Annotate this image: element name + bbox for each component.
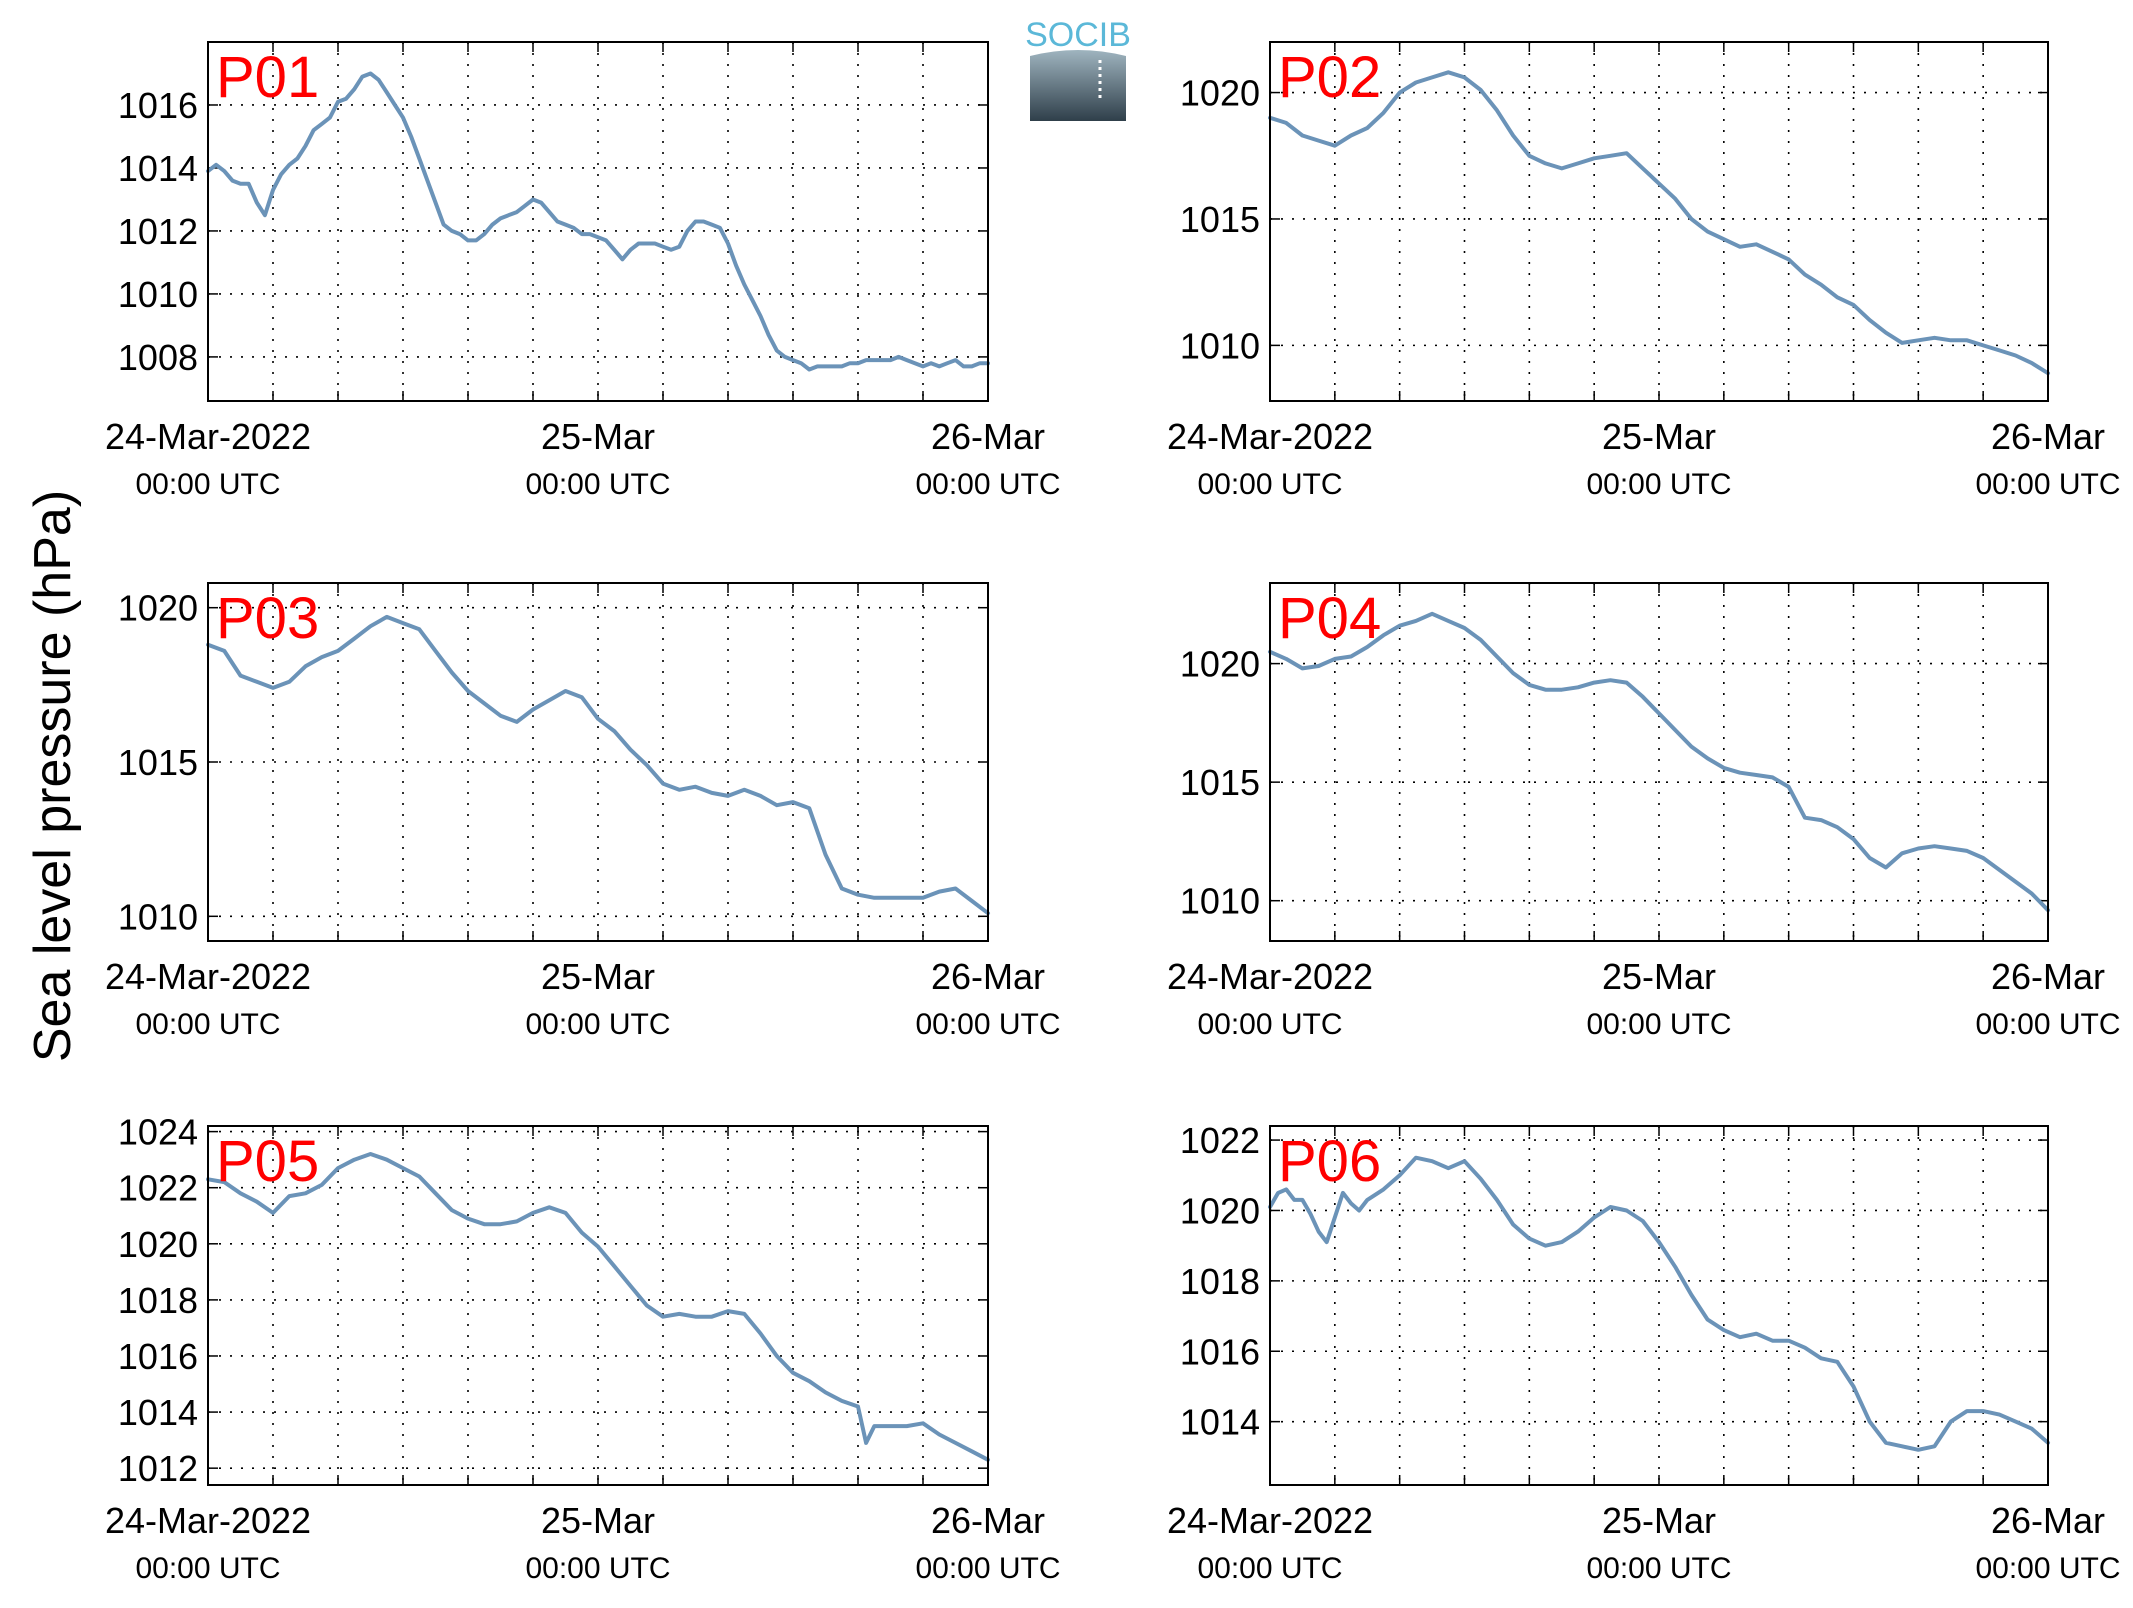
y-tick-label: 1015 [1180, 762, 1260, 803]
panel-p04: 1010 1015 1020 24-Mar-2022 00:00 UTC 25-Mar 00… [1167, 582, 2121, 1041]
series-line [206, 1152, 990, 1462]
x-tick-label: 24-Mar-2022 [1167, 956, 1373, 997]
socib-logo-text: SOCIB [1025, 16, 1131, 54]
y-tick-label: 1024 [118, 1112, 198, 1153]
x-tick-label: 24-Mar-2022 [1167, 1500, 1373, 1541]
series-line [1268, 70, 2050, 376]
axes-frame [207, 582, 989, 942]
y-tick-label: 1008 [118, 337, 198, 378]
x-tick-sublabel: 00:00 UTC [1586, 468, 1731, 501]
y-tick-label: 1018 [1180, 1261, 1260, 1302]
x-tick-sublabel: 00:00 UTC [1975, 1552, 2120, 1585]
series-line [206, 614, 990, 916]
figure-ylabel: Sea level pressure (hPa) [24, 490, 82, 1062]
x-tick-label: 25-Mar [541, 416, 655, 457]
x-tick-sublabel: 00:00 UTC [135, 1008, 280, 1041]
x-tick-label: 24-Mar-2022 [105, 1500, 311, 1541]
y-tick-label: 1020 [118, 588, 198, 629]
x-tick-label: 24-Mar-2022 [105, 956, 311, 997]
panel-label: P04 [1278, 586, 1381, 651]
x-tick-sublabel: 00:00 UTC [525, 1552, 670, 1585]
x-tick-sublabel: 00:00 UTC [1975, 1008, 2120, 1041]
y-tick-label: 1012 [118, 211, 198, 252]
x-tick-label: 26-Mar [931, 1500, 1045, 1541]
x-tick-label: 26-Mar [1991, 1500, 2105, 1541]
x-tick-sublabel: 00:00 UTC [915, 1008, 1060, 1041]
x-tick-sublabel: 00:00 UTC [1586, 1008, 1731, 1041]
panel-label: P06 [1278, 1129, 1381, 1194]
y-tick-label: 1020 [1180, 644, 1260, 685]
axes-frame [207, 1125, 989, 1486]
x-tick-sublabel: 00:00 UTC [1197, 468, 1342, 501]
y-tick-label: 1022 [118, 1168, 198, 1209]
panel-label: P05 [216, 1129, 319, 1194]
x-tick-sublabel: 00:00 UTC [135, 1552, 280, 1585]
x-tick-sublabel: 00:00 UTC [1197, 1008, 1342, 1041]
y-tick-label: 1014 [1180, 1402, 1260, 1443]
y-tick-label: 1020 [1180, 1190, 1260, 1231]
x-tick-sublabel: 00:00 UTC [1586, 1552, 1731, 1585]
y-tick-label: 1014 [118, 1392, 198, 1433]
series-line [1268, 611, 2050, 913]
y-tick-label: 1016 [118, 85, 198, 126]
x-tick-label: 26-Mar [931, 416, 1045, 457]
socib-logo: SOCIB [1025, 16, 1131, 121]
y-tick-label: 1010 [118, 274, 198, 315]
y-tick-label: 1016 [118, 1336, 198, 1377]
x-tick-label: 26-Mar [1991, 416, 2105, 457]
y-tick-label: 1016 [1180, 1331, 1260, 1372]
panel-label: P01 [216, 45, 319, 110]
panel-p03: 1010 1015 1020 24-Mar-2022 00:00 UTC 25-Mar 00… [105, 582, 1061, 1041]
x-tick-label: 25-Mar [1602, 416, 1716, 457]
y-tick-label: 1020 [1180, 73, 1260, 114]
x-tick-label: 25-Mar [541, 1500, 655, 1541]
x-tick-sublabel: 00:00 UTC [915, 468, 1060, 501]
y-tick-label: 1018 [118, 1280, 198, 1321]
series-line [1268, 1155, 2050, 1452]
x-tick-label: 25-Mar [541, 956, 655, 997]
y-tick-label: 1010 [1180, 325, 1260, 366]
axes-frame [1269, 41, 2049, 402]
axes-frame [207, 41, 989, 402]
panel-p05: 1012 1014 1016 1018 1020 1022 1024 24-Mar-2022 0… [105, 1112, 1061, 1585]
x-tick-sublabel: 00:00 UTC [1197, 1552, 1342, 1585]
y-tick-label: 1015 [118, 742, 198, 783]
panel-p01: 1008 1010 1012 1014 1016 24-Mar-2022 00:00 UTC… [105, 41, 1061, 501]
y-tick-label: 1020 [118, 1224, 198, 1265]
panel-p06: 1014 1016 1018 1020 1022 24-Mar-2022 00:00 UTC… [1167, 1120, 2121, 1585]
y-tick-label: 1015 [1180, 199, 1260, 240]
x-tick-label: 26-Mar [931, 956, 1045, 997]
y-tick-label: 1014 [118, 148, 198, 189]
panel-label: P02 [1278, 45, 1381, 110]
socib-logo-mark [1030, 50, 1126, 121]
y-tick-label: 1022 [1180, 1120, 1260, 1161]
axes-frame [1269, 582, 2049, 942]
y-tick-label: 1010 [1180, 881, 1260, 922]
x-tick-sublabel: 00:00 UTC [915, 1552, 1060, 1585]
y-tick-label: 1012 [118, 1448, 198, 1489]
x-tick-label: 26-Mar [1991, 956, 2105, 997]
x-tick-sublabel: 00:00 UTC [525, 468, 670, 501]
panel-label: P03 [216, 586, 319, 651]
panel-p02: 1010 1015 1020 24-Mar-2022 00:00 UTC 25-Mar 00… [1167, 41, 2121, 501]
y-tick-label: 1010 [118, 896, 198, 937]
x-tick-label: 24-Mar-2022 [105, 416, 311, 457]
series-line [206, 71, 990, 372]
x-tick-label: 25-Mar [1602, 956, 1716, 997]
x-tick-sublabel: 00:00 UTC [135, 468, 280, 501]
axes-frame [1269, 1125, 2049, 1486]
x-tick-label: 24-Mar-2022 [1167, 416, 1373, 457]
x-tick-sublabel: 00:00 UTC [525, 1008, 670, 1041]
x-tick-sublabel: 00:00 UTC [1975, 468, 2120, 501]
panels: 1008 1010 1012 1014 1016 24-Mar-2022 00:00 UTC… [105, 41, 2121, 1585]
x-tick-label: 25-Mar [1602, 1500, 1716, 1541]
